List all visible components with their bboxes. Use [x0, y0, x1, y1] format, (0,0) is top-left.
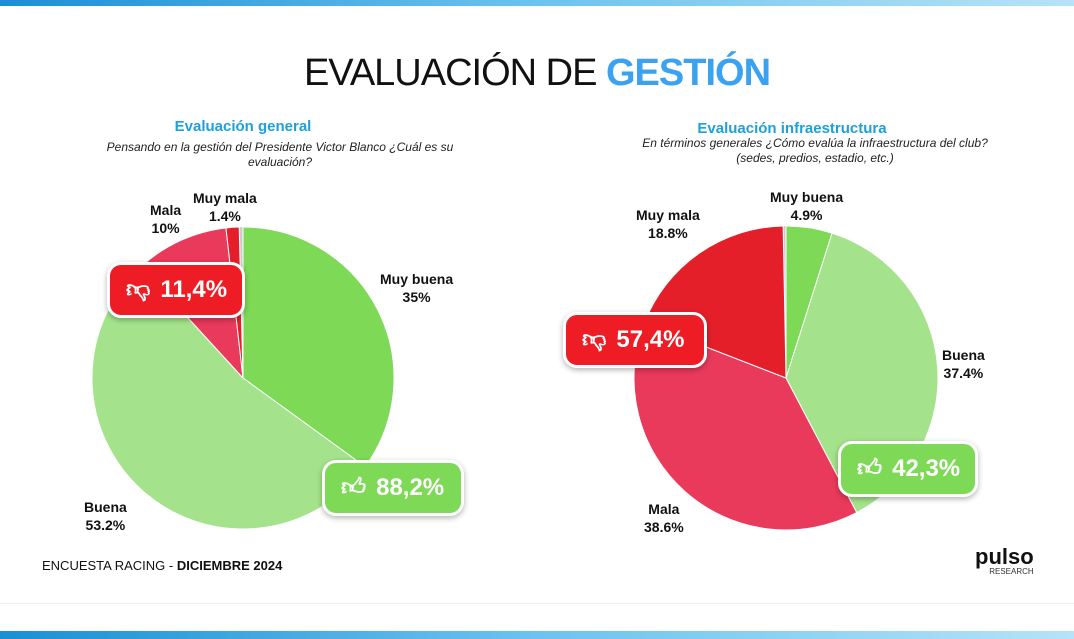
chart2-question: En términos generales ¿Cómo evalúa la in… [642, 136, 988, 165]
label-muy-mala: Muy mala 18.8% [636, 207, 700, 241]
label-buena: Buena 53.2% [84, 499, 127, 533]
label-muy-buena: Muy buena 35% [380, 271, 454, 305]
pulso-logo: pulso RESEARCH [975, 544, 1034, 577]
chart1-question: Pensando en la gestión del Presidente Vi… [106, 140, 454, 169]
bottom-bar [0, 631, 1074, 639]
label-mala: Mala 38.6% [644, 501, 684, 535]
thumbs-down-icon: 👎︎ [126, 276, 151, 303]
divider [0, 603, 1074, 604]
page-title: EVALUACIÓN DE GESTIÓN [303, 52, 771, 94]
top-bar [0, 0, 1074, 6]
footer: ENCUESTA RACING - DICIEMBRE 2024 [42, 558, 283, 573]
negative-badge: 👎︎ 57,4% [563, 312, 707, 368]
thumbs-up-icon: 👍︎ [341, 474, 367, 501]
pie-slice-muy-buena [242, 226, 395, 468]
label-muy-buena: Muy buena 4.9% [770, 189, 844, 223]
negative-badge: 👎︎ 11,4% [107, 262, 245, 318]
chart1-title: Evaluación general [174, 118, 312, 135]
positive-badge: 👍︎ 88,2% [322, 460, 464, 516]
chart2-title: Evaluación infraestructura [697, 120, 887, 137]
label-muy-mala: Muy mala 1.4% [193, 190, 257, 224]
thumbs-down-icon: 👎︎ [582, 326, 607, 353]
positive-badge: 👍︎ 42,3% [838, 441, 978, 497]
pie-slice-mala [633, 322, 858, 531]
label-buena: Buena 37.4% [942, 347, 985, 381]
thumbs-up-icon: 👍︎ [857, 455, 883, 482]
pie-slice-muy-mala [643, 225, 787, 379]
pie-slice-buena [91, 265, 366, 530]
label-mala: Mala 10% [150, 202, 182, 236]
